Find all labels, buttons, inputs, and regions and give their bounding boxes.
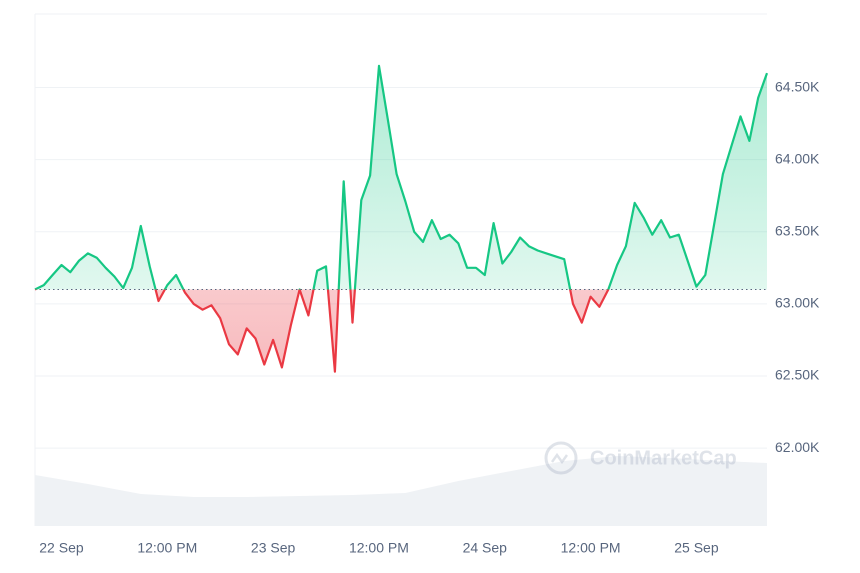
y-tick-label: 62.00K [775, 439, 820, 455]
price-line-up [34, 64, 769, 290]
y-tick-label: 63.50K [775, 222, 820, 238]
x-tick-label: 25 Sep [674, 540, 719, 556]
x-tick-label: 23 Sep [251, 540, 296, 556]
x-tick-label: 12:00 PM [349, 540, 409, 556]
watermark-text: CoinMarketCap [590, 447, 737, 469]
y-tick-label: 64.00K [775, 150, 820, 166]
x-tick-label: 12:00 PM [137, 540, 197, 556]
watermark: CoinMarketCap [544, 441, 737, 475]
x-tick-label: 24 Sep [463, 540, 508, 556]
price-line-down [34, 289, 610, 373]
volume-area [35, 456, 767, 526]
y-tick-label: 63.00K [775, 295, 820, 311]
x-tick-label: 12:00 PM [561, 540, 621, 556]
y-tick-label: 62.50K [775, 367, 820, 383]
y-tick-label: 64.50K [775, 78, 820, 94]
x-tick-label: 22 Sep [39, 540, 84, 556]
area-up [35, 65, 767, 290]
